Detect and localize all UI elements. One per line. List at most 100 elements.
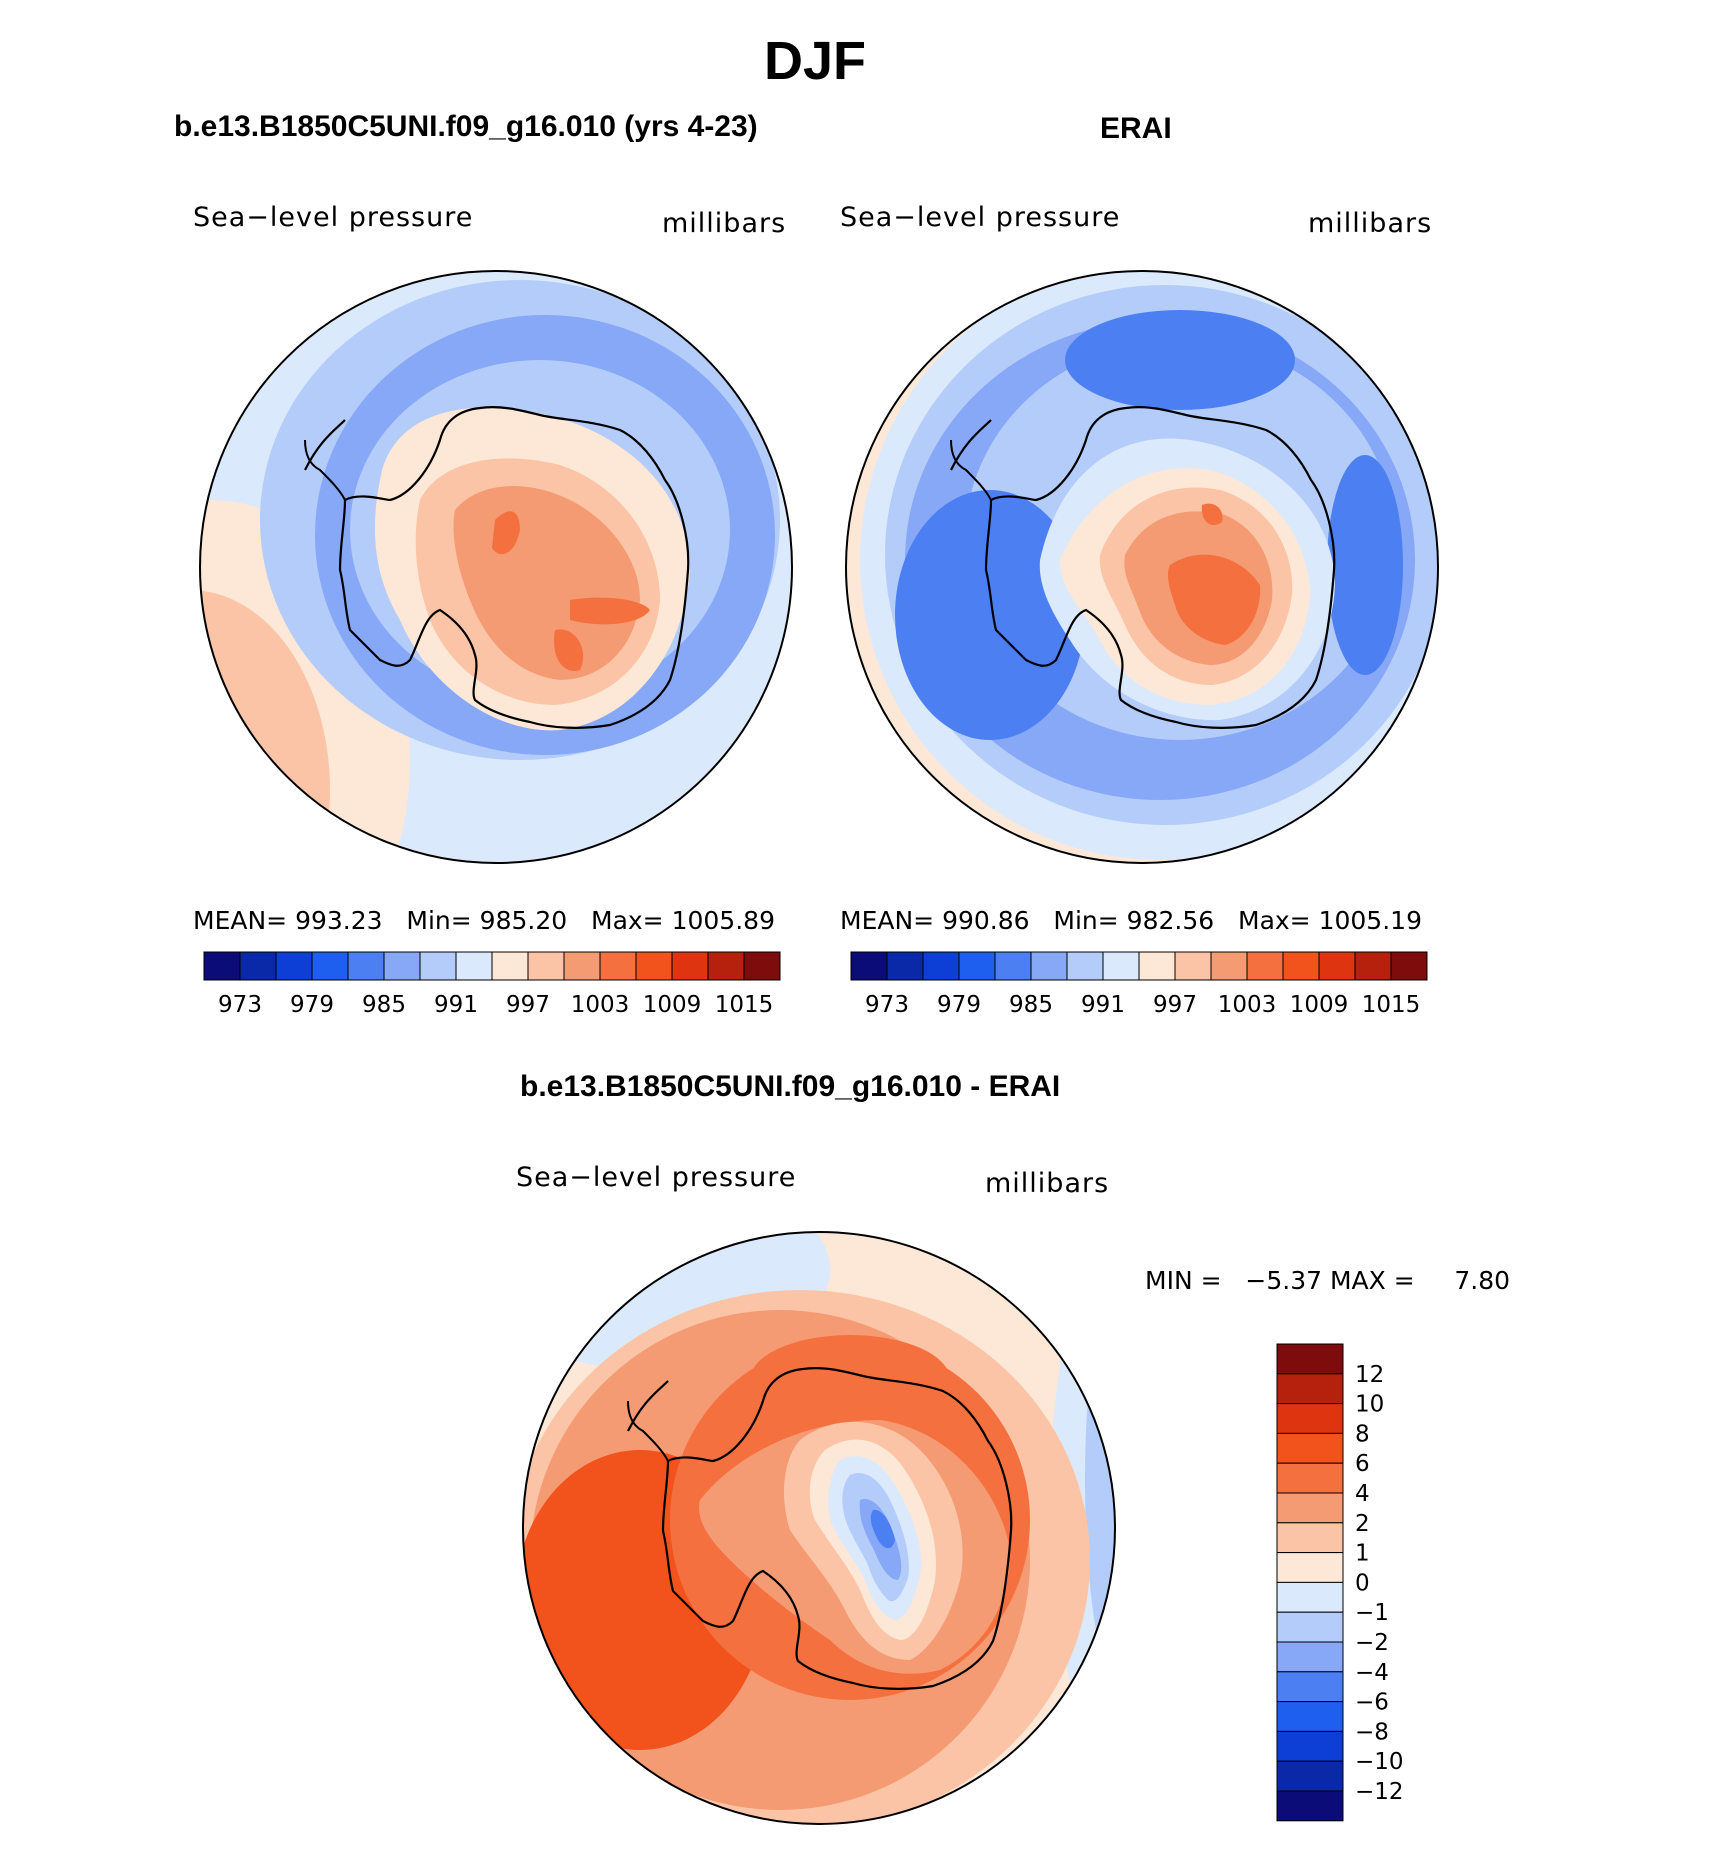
panel-model-variable: Sea−level pressure — [193, 202, 474, 233]
colorbar-tick-label: 6 — [1355, 1451, 1370, 1477]
colorbar-tick-label: −2 — [1355, 1630, 1389, 1656]
colorbar-tick-label: 1003 — [1218, 992, 1277, 1018]
colorbar-tick-label: 973 — [218, 992, 262, 1018]
max-label: MAX = — [1329, 1266, 1415, 1295]
mean-label: MEAN= — [840, 906, 935, 935]
colorbar-box — [1276, 1343, 1344, 1375]
colorbar-tick-label: 1003 — [571, 992, 630, 1018]
colorbar-tick-label: −1 — [1355, 1600, 1389, 1626]
colorbar-tick-label: −4 — [1355, 1660, 1389, 1686]
colorbar-box — [275, 951, 313, 981]
colorbar-obs: 973 979 985 991 997 1003 1009 1015 — [850, 951, 1428, 1018]
colorbar-tick-label: 985 — [1009, 992, 1053, 1018]
colorbar-box — [958, 951, 996, 981]
min-label: MIN = — [1145, 1266, 1222, 1295]
colorbar-box — [1276, 1760, 1344, 1792]
mean-value: 990.86 — [942, 906, 1030, 935]
colorbar-tick-label: 1009 — [1290, 992, 1349, 1018]
panel-obs-stats: MEAN= 990.86 Min= 982.56 Max= 1005.19 — [840, 906, 1422, 935]
colorbar-box — [455, 951, 493, 981]
colorbar-box — [1282, 951, 1320, 981]
max-value: 1005.89 — [671, 906, 775, 935]
colorbar-box — [311, 951, 349, 981]
colorbar-box — [1390, 951, 1428, 981]
colorbar-tick-label: 979 — [290, 992, 334, 1018]
colorbar-box — [1030, 951, 1068, 981]
colorbar-box — [1276, 1462, 1344, 1494]
min-label: Min= — [406, 906, 472, 935]
colorbar-box — [1138, 951, 1176, 981]
min-value: 985.20 — [479, 906, 568, 935]
panel-diff-units: millibars — [985, 1168, 1110, 1199]
colorbar-box — [563, 951, 601, 981]
max-label: Max= — [591, 906, 664, 935]
min-value: −5.37 — [1245, 1266, 1323, 1295]
colorbar-tick-label: 979 — [937, 992, 981, 1018]
colorbar-box — [1276, 1492, 1344, 1524]
colorbar-tick-label: −8 — [1355, 1719, 1389, 1745]
colorbar-tick-label: 4 — [1355, 1481, 1370, 1507]
colorbar-tick-label: 8 — [1355, 1421, 1370, 1447]
colorbar-box — [1276, 1611, 1344, 1643]
mean-value: 993.23 — [295, 906, 383, 935]
colorbar-box — [635, 951, 673, 981]
colorbar-tick-label: 997 — [506, 992, 550, 1018]
colorbar-box — [1210, 951, 1248, 981]
colorbar-box — [1276, 1790, 1344, 1822]
colorbar-tick-label: 1015 — [715, 992, 774, 1018]
panel-diff-stats: MIN = −5.37 MAX = 7.80 — [1145, 1266, 1510, 1295]
colorbar-box — [994, 951, 1032, 981]
colorbar-box — [1276, 1403, 1344, 1434]
colorbar-box — [419, 951, 457, 981]
colorbar-box — [347, 951, 385, 981]
panel-model-stats: MEAN= 993.23 Min= 985.20 Max= 1005.89 — [193, 906, 775, 935]
mean-label: MEAN= — [193, 906, 288, 935]
colorbar-tick-label: −10 — [1355, 1749, 1404, 1775]
colorbar-tick-label: 0 — [1355, 1570, 1370, 1596]
colorbar-box — [1276, 1581, 1344, 1613]
panel-diff-title: b.e13.B1850C5UNI.f09_g16.010 - ERAI — [520, 1070, 1061, 1103]
panel-diff-variable: Sea−level pressure — [516, 1162, 797, 1193]
colorbar-tick-label: 2 — [1355, 1511, 1370, 1537]
colorbar-tick-label: −12 — [1355, 1779, 1404, 1805]
max-label: Max= — [1238, 906, 1311, 935]
colorbar-box — [886, 951, 924, 981]
colorbar-tick-label: 973 — [865, 992, 909, 1018]
colorbar-box — [1276, 1552, 1344, 1583]
panel-obs-units: millibars — [1308, 208, 1433, 239]
colorbar-box — [850, 951, 888, 981]
colorbar-box — [671, 951, 709, 981]
colorbar-box — [1246, 951, 1284, 981]
panel-model-title: b.e13.B1850C5UNI.f09_g16.010 (yrs 4-23) — [174, 110, 758, 143]
colorbar-box — [1276, 1432, 1344, 1464]
colorbar-box — [743, 951, 781, 981]
panel-obs-title: ERAI — [1100, 112, 1172, 145]
colorbar-box — [1318, 951, 1356, 981]
colorbar-box — [1276, 1701, 1344, 1732]
panel-obs-variable: Sea−level pressure — [840, 202, 1121, 233]
panel-model-units: millibars — [662, 208, 787, 239]
colorbar-box — [1276, 1641, 1344, 1673]
max-value: 1005.19 — [1318, 906, 1422, 935]
colorbar-tick-label: 10 — [1355, 1392, 1384, 1418]
colorbar-tick-label: 1009 — [643, 992, 702, 1018]
colorbar-tick-label: −6 — [1355, 1690, 1389, 1716]
colorbar-box — [239, 951, 277, 981]
max-value: 7.80 — [1454, 1266, 1511, 1295]
colorbar-box — [922, 951, 960, 981]
figure-title: DJF — [763, 31, 866, 91]
colorbar-box — [599, 951, 637, 981]
colorbar-tick-label: 1015 — [1362, 992, 1421, 1018]
colorbar-box — [707, 951, 745, 981]
colorbar-box — [1276, 1373, 1344, 1405]
colorbar-tick-label: 991 — [434, 992, 478, 1018]
colorbar-box — [383, 951, 421, 981]
colorbar-box — [1276, 1730, 1344, 1762]
colorbar-box — [1276, 1522, 1344, 1554]
colorbar-box — [1354, 951, 1392, 981]
colorbar-tick-label: 1 — [1355, 1541, 1370, 1567]
colorbar-tick-label: 991 — [1081, 992, 1125, 1018]
min-label: Min= — [1053, 906, 1119, 935]
colorbar-box — [491, 951, 529, 981]
